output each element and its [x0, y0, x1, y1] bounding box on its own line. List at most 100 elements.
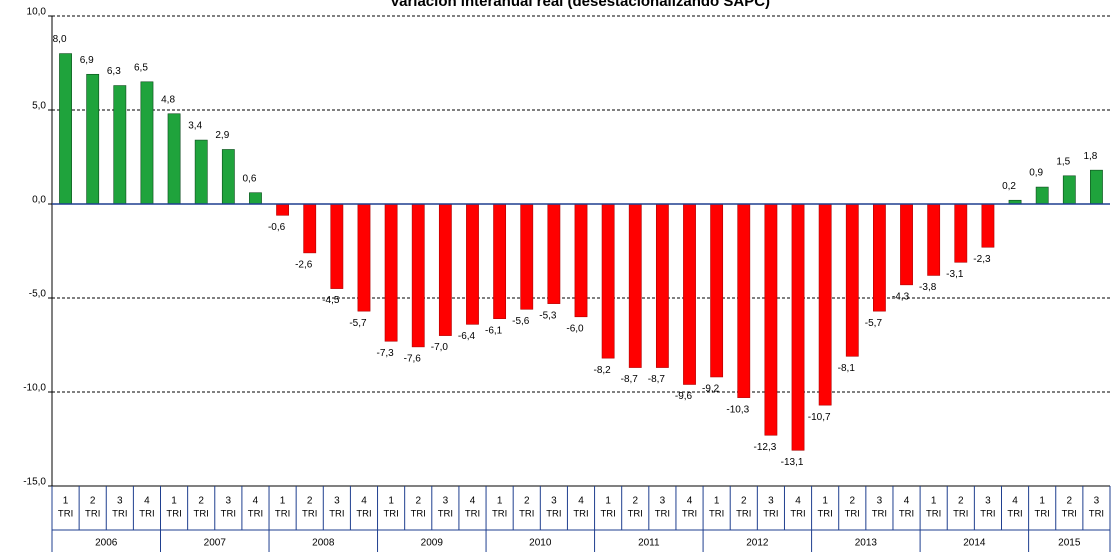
bar [873, 203, 886, 312]
value-label: 0,2 [1002, 181, 1016, 192]
x-tick-label: 3 [551, 496, 557, 507]
bar [764, 203, 778, 436]
value-label: -6,4 [458, 331, 476, 342]
x-tick-label: 4 [904, 496, 910, 507]
year-label: 2015 [1058, 538, 1081, 549]
quarter-suffix: TRI [139, 509, 154, 520]
bar [276, 203, 289, 216]
bar [683, 203, 696, 385]
bar [86, 73, 100, 205]
x-tick-label: 4 [687, 496, 693, 507]
value-label: -0,6 [268, 222, 286, 233]
quarter-suffix: TRI [709, 509, 724, 520]
x-tick-label: 1 [1039, 496, 1045, 507]
bar [113, 85, 127, 205]
quarter-suffix: TRI [248, 509, 263, 520]
chart-title: Variación interanual real (desestacional… [390, 0, 770, 10]
x-tick-label: 2 [524, 496, 530, 507]
bar [221, 149, 235, 205]
quarter-suffix: TRI [790, 509, 805, 520]
value-label: -6,1 [485, 325, 503, 336]
bar [655, 203, 669, 368]
x-tick-label: 4 [1012, 496, 1018, 507]
year-label: 2012 [746, 538, 769, 549]
y-tick-label: 10,0 [27, 7, 47, 18]
quarter-suffix: TRI [58, 509, 73, 520]
x-tick-label: 3 [1094, 496, 1100, 507]
x-tick-label: 3 [877, 496, 883, 507]
quarter-suffix: TRI [682, 509, 697, 520]
quarter-suffix: TRI [899, 509, 914, 520]
value-label: 2,9 [215, 130, 229, 141]
bar [411, 203, 425, 348]
quarter-suffix: TRI [519, 509, 534, 520]
year-label: 2013 [855, 538, 878, 549]
x-tick-label: 3 [117, 496, 123, 507]
value-label: 3,4 [188, 121, 202, 132]
x-tick-label: 3 [334, 496, 340, 507]
quarter-suffix: TRI [1007, 509, 1022, 520]
x-tick-label: 4 [253, 496, 259, 507]
quarter-suffix: TRI [980, 509, 995, 520]
x-tick-label: 4 [578, 496, 584, 507]
value-label: 0,9 [1029, 168, 1043, 179]
x-tick-label: 1 [714, 496, 720, 507]
value-label: -9,6 [675, 391, 693, 402]
x-tick-label: 1 [605, 496, 611, 507]
y-tick-label: -10,0 [23, 383, 46, 394]
value-label: -13,1 [781, 457, 804, 468]
value-label: -8,7 [621, 374, 639, 385]
value-label: -2,6 [295, 260, 313, 271]
bar [357, 203, 371, 312]
value-label: -5,7 [865, 318, 883, 329]
bar [194, 139, 208, 205]
quarter-suffix: TRI [872, 509, 887, 520]
bar [574, 203, 588, 318]
quarter-suffix: TRI [845, 509, 860, 520]
x-tick-label: 2 [632, 496, 638, 507]
year-label: 2006 [95, 538, 118, 549]
x-tick-label: 3 [768, 496, 774, 507]
value-label: -6,0 [566, 323, 584, 334]
quarter-suffix: TRI [600, 509, 615, 520]
bar [927, 203, 941, 276]
x-tick-label: 1 [280, 496, 286, 507]
y-tick-label: 0,0 [32, 195, 46, 206]
quarter-suffix: TRI [628, 509, 643, 520]
quarter-suffix: TRI [1035, 509, 1050, 520]
quarter-suffix: TRI [194, 509, 209, 520]
bar [818, 203, 832, 406]
value-label: 1,8 [1083, 151, 1097, 162]
bar [167, 113, 181, 205]
quarter-suffix: TRI [275, 509, 290, 520]
quarter-suffix: TRI [221, 509, 236, 520]
value-label: -10,7 [808, 412, 831, 423]
x-tick-label: 2 [741, 496, 747, 507]
quarter-suffix: TRI [112, 509, 127, 520]
value-label: -8,7 [648, 374, 666, 385]
year-label: 2011 [638, 538, 660, 549]
bar [249, 192, 262, 205]
x-tick-label: 3 [226, 496, 232, 507]
quarter-suffix: TRI [953, 509, 968, 520]
x-tick-label: 1 [388, 496, 394, 507]
year-label: 2008 [312, 538, 335, 549]
quarter-suffix: TRI [85, 509, 100, 520]
value-label: -4,3 [892, 291, 910, 302]
value-label: -8,1 [838, 363, 856, 374]
bar [737, 203, 751, 398]
quarter-suffix: TRI [438, 509, 453, 520]
quarter-suffix: TRI [465, 509, 480, 520]
x-tick-label: 4 [361, 496, 367, 507]
bar [954, 203, 968, 263]
x-tick-label: 1 [822, 496, 828, 507]
bar [59, 53, 72, 205]
quarter-suffix: TRI [383, 509, 398, 520]
bar [547, 203, 561, 304]
quarter-suffix: TRI [763, 509, 778, 520]
bar [140, 81, 154, 205]
value-label: -7,3 [376, 348, 394, 359]
x-tick-label: 2 [307, 496, 313, 507]
value-label: -5,7 [349, 318, 367, 329]
